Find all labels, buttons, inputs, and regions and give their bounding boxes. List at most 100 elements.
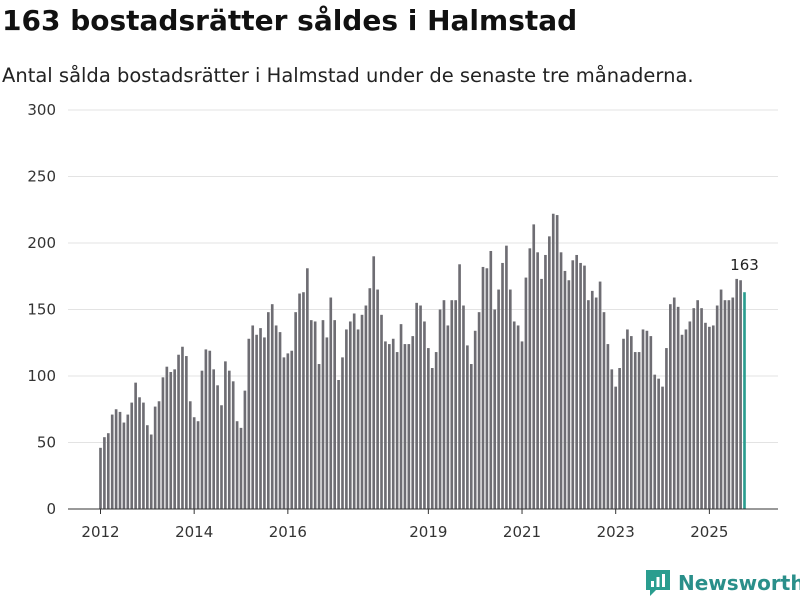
bar[interactable] bbox=[610, 369, 614, 509]
bar[interactable] bbox=[282, 357, 286, 509]
bar[interactable] bbox=[130, 402, 134, 509]
bar[interactable] bbox=[540, 278, 543, 509]
bar[interactable] bbox=[598, 281, 602, 509]
bar[interactable] bbox=[341, 357, 344, 509]
bar[interactable] bbox=[235, 421, 239, 509]
bar[interactable] bbox=[239, 427, 243, 509]
bar[interactable] bbox=[466, 345, 469, 509]
bar[interactable] bbox=[614, 386, 618, 509]
bar[interactable] bbox=[723, 300, 727, 509]
bar[interactable] bbox=[255, 334, 258, 509]
bar[interactable] bbox=[270, 304, 274, 509]
bar[interactable] bbox=[185, 356, 188, 509]
bar[interactable] bbox=[708, 326, 711, 509]
bar[interactable] bbox=[380, 314, 383, 509]
bar[interactable] bbox=[290, 350, 294, 509]
bar[interactable] bbox=[622, 338, 625, 509]
bar[interactable] bbox=[360, 314, 364, 509]
bar[interactable] bbox=[243, 390, 247, 509]
bar[interactable] bbox=[153, 406, 157, 509]
bar[interactable] bbox=[696, 300, 699, 509]
bar[interactable] bbox=[384, 341, 387, 509]
bar[interactable] bbox=[142, 402, 145, 509]
bar[interactable] bbox=[544, 254, 547, 509]
bar[interactable] bbox=[227, 370, 231, 509]
bar[interactable] bbox=[442, 300, 446, 509]
bar[interactable] bbox=[665, 348, 668, 509]
bar[interactable] bbox=[524, 277, 528, 509]
bar[interactable] bbox=[419, 305, 422, 509]
bar[interactable] bbox=[364, 305, 368, 509]
bar[interactable] bbox=[735, 278, 739, 509]
bar[interactable] bbox=[106, 433, 110, 509]
bar[interactable] bbox=[473, 330, 477, 509]
bar[interactable] bbox=[731, 297, 735, 509]
bar[interactable] bbox=[532, 224, 536, 509]
bar[interactable] bbox=[458, 264, 461, 509]
bar[interactable] bbox=[641, 329, 645, 509]
bar[interactable] bbox=[489, 250, 493, 510]
bar[interactable] bbox=[321, 320, 325, 509]
bar[interactable] bbox=[669, 304, 672, 509]
bar[interactable] bbox=[583, 265, 586, 509]
bar[interactable] bbox=[216, 385, 219, 509]
bar[interactable] bbox=[247, 338, 251, 509]
bar[interactable] bbox=[294, 312, 297, 509]
bar[interactable] bbox=[134, 382, 137, 509]
bar[interactable] bbox=[286, 353, 290, 509]
bar[interactable] bbox=[181, 346, 184, 509]
bar[interactable] bbox=[505, 245, 508, 509]
newsworthy-brand[interactable]: Newsworthy bbox=[644, 568, 800, 598]
bar[interactable] bbox=[579, 262, 582, 509]
bar[interactable] bbox=[302, 292, 305, 509]
bar[interactable] bbox=[348, 321, 352, 509]
bar[interactable] bbox=[192, 417, 196, 509]
bar[interactable] bbox=[395, 352, 399, 509]
bar[interactable] bbox=[626, 329, 629, 509]
bar[interactable] bbox=[204, 349, 208, 509]
bar[interactable] bbox=[454, 300, 457, 509]
bar[interactable] bbox=[719, 289, 723, 509]
bar[interactable] bbox=[161, 377, 165, 509]
bar[interactable] bbox=[551, 213, 555, 510]
bar[interactable] bbox=[602, 312, 606, 509]
bar[interactable] bbox=[563, 270, 567, 509]
bar[interactable] bbox=[590, 290, 594, 509]
bar[interactable] bbox=[263, 337, 266, 509]
bar[interactable] bbox=[692, 308, 696, 509]
bar[interactable] bbox=[520, 341, 524, 509]
bar[interactable] bbox=[430, 368, 434, 509]
bar[interactable] bbox=[493, 309, 497, 510]
bar[interactable] bbox=[508, 289, 512, 509]
bar[interactable] bbox=[278, 332, 282, 509]
bar[interactable] bbox=[224, 361, 227, 509]
bar[interactable] bbox=[477, 312, 481, 509]
bar[interactable] bbox=[497, 289, 500, 509]
bar[interactable] bbox=[501, 262, 504, 509]
bar[interactable] bbox=[368, 288, 372, 509]
bar[interactable] bbox=[267, 312, 270, 509]
bar[interactable] bbox=[575, 254, 578, 509]
bar[interactable] bbox=[208, 350, 212, 509]
bar[interactable] bbox=[571, 260, 575, 509]
bar[interactable] bbox=[559, 252, 563, 509]
bar[interactable] bbox=[481, 266, 485, 509]
bar[interactable] bbox=[427, 348, 430, 509]
bar[interactable] bbox=[434, 352, 438, 509]
bar[interactable] bbox=[407, 344, 411, 509]
bar[interactable] bbox=[313, 321, 317, 509]
bar[interactable] bbox=[114, 409, 118, 509]
bar[interactable] bbox=[649, 336, 653, 509]
bar[interactable] bbox=[200, 370, 204, 509]
bar[interactable] bbox=[212, 369, 216, 509]
bar[interactable] bbox=[446, 325, 450, 509]
bar[interactable] bbox=[462, 305, 465, 509]
bar[interactable] bbox=[727, 300, 731, 509]
bar[interactable] bbox=[118, 411, 122, 509]
bar[interactable] bbox=[329, 297, 333, 509]
bar[interactable] bbox=[528, 248, 532, 509]
bar[interactable] bbox=[165, 366, 169, 509]
bar[interactable] bbox=[333, 320, 336, 509]
bar[interactable] bbox=[356, 329, 360, 509]
bar[interactable] bbox=[196, 421, 200, 509]
